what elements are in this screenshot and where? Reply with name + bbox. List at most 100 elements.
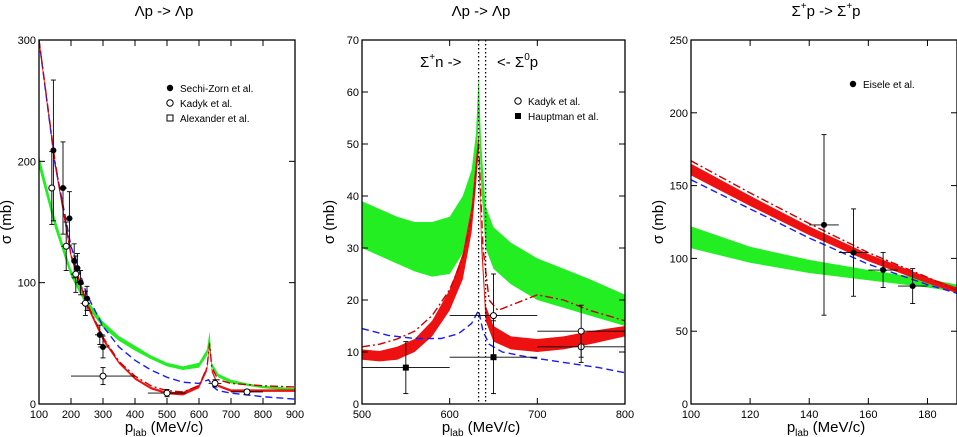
annot-right-main: <- Σ	[497, 54, 524, 71]
marker-open-circle	[490, 312, 497, 320]
panel1-legend: Sechi-Zorn et al. Kadyk et al. Alexander…	[166, 84, 253, 125]
marker-filled-circle	[60, 185, 66, 192]
x-tick-label: 100	[30, 409, 48, 421]
data-point	[362, 341, 450, 395]
blue-dashed-line	[39, 40, 295, 400]
marker-filled-circle	[909, 283, 916, 290]
panel2-legend: Kadyk et al. Hauptman et al.	[514, 97, 599, 123]
y-tick-label: 50	[676, 326, 688, 338]
data-point	[48, 151, 56, 225]
x-tick-label: 140	[800, 409, 818, 421]
x-tick-label: 800	[616, 409, 634, 421]
y-tick-label: 20	[347, 295, 359, 307]
panel3-xlabel-unit: (MeV/c)	[809, 419, 866, 436]
panel3-title: Σ+p -> Σ+p	[791, 1, 860, 20]
marker-open-circle	[211, 379, 219, 387]
title3-sup2: +	[846, 1, 852, 12]
marker-open-circle	[62, 242, 70, 250]
data-point	[809, 134, 839, 316]
panel3-legend-item-0: Eisele et al.	[849, 80, 915, 91]
panel3-xlabel-main: p	[787, 419, 795, 436]
panel1-xlabel-unit: (MeV/c)	[147, 419, 204, 436]
legend-marker-open-square	[166, 114, 174, 122]
panel2-title: Λp -> Λp	[452, 3, 511, 20]
panel1-legend-item-0: Sechi-Zorn et al.	[166, 84, 253, 95]
panel3-plot-area: 100 120 140 160 180 0 50 100 150 200 250	[670, 35, 957, 421]
annot-left-sup: +	[429, 52, 435, 63]
panel2-annotation-sigma-zero-p: <- Σ0p	[497, 52, 538, 71]
marker-open-circle	[81, 299, 89, 307]
y-tick-label: 40	[347, 191, 359, 203]
panel2-xlabel: plab (MeV/c)	[442, 419, 520, 437]
panel2-annotation-sigma-plus-n: Σ+n ->	[420, 52, 462, 71]
panel1-legend-item-1: Kadyk et al.	[166, 99, 232, 110]
marker-filled-circle	[50, 147, 57, 154]
annot-left-rest: n ->	[435, 54, 462, 71]
x-tick-label: 700	[528, 409, 546, 421]
y-tick-label: 70	[347, 35, 359, 47]
legend-marker-filled-circle	[166, 84, 174, 92]
x-tick-label: 600	[190, 409, 208, 421]
legend-marker-open-circle	[166, 99, 174, 107]
annot-right-rest: p	[530, 54, 538, 71]
x-tick-label: 600	[440, 409, 458, 421]
data-point	[71, 255, 81, 293]
green-band	[362, 76, 625, 327]
panel2-legend-item-1: Hauptman et al.	[515, 112, 599, 123]
marker-open-circle	[48, 184, 56, 192]
x-tick-label: 500	[353, 409, 371, 421]
panel1-legend-label-1: Kadyk et al.	[180, 99, 232, 110]
marker-filled-square	[402, 364, 409, 371]
x-tick-label: 700	[222, 409, 240, 421]
data-point	[61, 221, 71, 271]
panel-lambda-p-wide: Λp -> Λp 100 200 300 400 500 600 700 800 9000100…	[0, 3, 304, 437]
plot-data-layer	[691, 134, 957, 316]
x-tick-label: 120	[741, 409, 759, 421]
panel3-ylabel: σ (mb)	[650, 200, 667, 244]
data-point	[71, 367, 135, 386]
plot-frame	[690, 39, 957, 405]
y-tick-label: 0	[30, 399, 36, 411]
x-tick-label: 400	[126, 409, 144, 421]
blue-dashed-line	[362, 308, 625, 374]
panel3-xlabel-sub: lab	[795, 428, 809, 437]
x-tick-label: 300	[94, 409, 112, 421]
data-point	[147, 388, 187, 398]
plot-data-layer	[362, 76, 625, 395]
panel1-ylabel: σ (mb)	[0, 200, 15, 244]
marker-filled-circle	[880, 267, 887, 274]
legend-marker-filled-square	[515, 113, 521, 119]
y-tick-label: 150	[670, 181, 688, 193]
panel2-xlabel-sub: lab	[450, 428, 464, 437]
data-point	[80, 290, 91, 316]
title3-rest: p -> Σ	[807, 3, 847, 20]
y-tick-label: 10	[347, 347, 359, 359]
data-point	[231, 388, 263, 396]
panel2-legend-label-0: Kadyk et al.	[528, 97, 580, 108]
red-band	[39, 40, 295, 396]
y-tick-label: 250	[670, 35, 688, 47]
y-tick-label: 0	[682, 399, 688, 411]
data-point	[838, 208, 869, 297]
y-tick-label: 50	[347, 139, 359, 151]
data-point	[537, 304, 625, 358]
y-tick-label: 100	[670, 253, 688, 265]
data-point	[868, 252, 898, 288]
green-band	[691, 226, 957, 292]
x-tick-label: 500	[158, 409, 176, 421]
panel2-ylabel: σ (mb)	[321, 200, 338, 244]
panel2-plot-area: 500 600 700 800 0 10 20 30 40 50 60 70	[347, 35, 634, 421]
red-band	[691, 163, 957, 294]
data-point	[98, 335, 108, 359]
panel3-legend-label-0: Eisele et al.	[863, 80, 915, 91]
y-tick-label: 30	[347, 243, 359, 255]
plot-data-layer	[39, 40, 295, 400]
data-point	[66, 191, 73, 246]
marker-open-circle	[163, 389, 171, 397]
title3-sup: +	[801, 1, 807, 12]
marker-filled-circle	[100, 343, 106, 350]
data-point	[897, 268, 928, 304]
x-tick-label: 900	[286, 409, 304, 421]
panel2-legend-item-0: Kadyk et al.	[514, 97, 580, 108]
